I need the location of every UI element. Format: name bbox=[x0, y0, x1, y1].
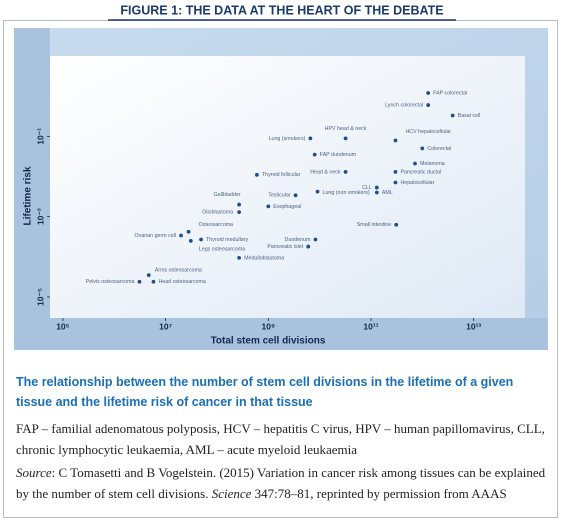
point-label: Gallbladder bbox=[214, 192, 241, 198]
y-axis-band bbox=[14, 28, 50, 318]
point-label: Duodenum bbox=[285, 237, 312, 243]
point bbox=[426, 103, 431, 107]
point-label: Small intestine bbox=[357, 222, 391, 228]
x-axis-band bbox=[14, 318, 548, 350]
point bbox=[179, 233, 183, 238]
point-label: Glioblastoma bbox=[202, 209, 233, 215]
point bbox=[374, 190, 379, 195]
point bbox=[137, 279, 142, 284]
x-axis-title: Total stem cell divisions bbox=[211, 336, 326, 347]
point bbox=[393, 180, 398, 185]
point bbox=[186, 229, 191, 234]
point-label: Lynch colorectal bbox=[385, 102, 423, 108]
caption: The relationship between the number of s… bbox=[16, 375, 514, 409]
point bbox=[306, 244, 311, 249]
point bbox=[312, 152, 317, 157]
point-label: Basal cell bbox=[458, 113, 481, 119]
source-label: Source bbox=[16, 465, 52, 480]
point-label: Lung (non smokers) bbox=[323, 190, 370, 196]
point-label: Head osteosarcoma bbox=[158, 279, 205, 285]
point-label: Arms osteosarcoma bbox=[155, 268, 202, 274]
point-label: Pelvis osteosarcoma bbox=[86, 279, 135, 285]
point bbox=[450, 113, 455, 118]
y-tick-label: 10⁻⁵ bbox=[35, 288, 45, 306]
x-tick-label: 10⁷ bbox=[159, 321, 172, 331]
point-label: Medulloblastoma bbox=[244, 255, 284, 261]
point bbox=[255, 172, 259, 177]
point-label: Legs osteosarcoma bbox=[199, 246, 245, 252]
source-journal: Science bbox=[211, 486, 252, 501]
point bbox=[394, 222, 399, 227]
point bbox=[237, 256, 241, 260]
point-label: FAP colorectal bbox=[433, 90, 467, 96]
y-axis-title: Lifetime risk bbox=[23, 166, 34, 225]
abbreviations: FAP – familial adenomatous polyposis, HC… bbox=[16, 421, 545, 457]
point bbox=[237, 210, 241, 214]
point bbox=[151, 279, 156, 284]
point bbox=[188, 238, 193, 243]
point bbox=[146, 273, 151, 278]
x-tick-label: 10⁵ bbox=[56, 321, 69, 331]
plot-panel bbox=[50, 56, 525, 318]
chart: FIGURE 1: THE DATA AT THE HEART OF THE D… bbox=[14, 3, 548, 350]
point-label: HPV head & neck bbox=[325, 126, 367, 132]
point bbox=[393, 170, 398, 174]
point-label: HCV hepatocellular bbox=[405, 129, 451, 135]
x-tick-label: 10⁹ bbox=[262, 321, 276, 331]
point-label: Melanoma bbox=[420, 161, 445, 167]
point bbox=[426, 91, 431, 95]
point-label: Colorectal bbox=[427, 146, 451, 152]
point-label: AML bbox=[382, 190, 393, 196]
point bbox=[413, 161, 417, 166]
point-label: Head & neck bbox=[310, 169, 341, 175]
y-tick-label: 10⁻³ bbox=[35, 208, 45, 225]
point-label: Hepatocellular bbox=[400, 180, 434, 186]
y-tick-label: 10⁻¹ bbox=[35, 128, 45, 145]
point bbox=[315, 189, 320, 194]
point bbox=[343, 136, 348, 141]
point bbox=[308, 136, 313, 141]
point-label: Ovarian germ cell bbox=[135, 233, 177, 239]
point-label: Thyroid medullary bbox=[206, 237, 248, 243]
point bbox=[237, 202, 241, 207]
point-label: Thyroid follicular bbox=[262, 172, 301, 178]
point bbox=[343, 170, 348, 174]
source-rest: 347:78–81, reprinted by permission from … bbox=[251, 486, 507, 501]
point-label: Testicular bbox=[268, 193, 291, 199]
x-tick-label: 10¹³ bbox=[466, 321, 481, 331]
point-label: Pancreatic islet bbox=[267, 244, 303, 250]
source-text: : C Tomasetti and B Vogelstein. (2015) V… bbox=[16, 465, 546, 501]
point bbox=[293, 193, 298, 198]
point bbox=[393, 138, 398, 143]
point bbox=[313, 237, 318, 242]
source: Source: C Tomasetti and B Vogelstein. (2… bbox=[16, 462, 551, 504]
point-label: Osteosarcoma bbox=[199, 222, 233, 228]
point-label: CLL bbox=[362, 185, 372, 191]
point bbox=[266, 204, 271, 209]
point bbox=[420, 146, 425, 151]
x-tick-label: 10¹¹ bbox=[363, 321, 378, 331]
point bbox=[199, 237, 203, 242]
point bbox=[374, 185, 379, 190]
point-label: Lung (smokers) bbox=[269, 136, 306, 142]
point-label: FAP duodenum bbox=[320, 152, 357, 158]
point-label: Pancreatic ductal bbox=[400, 169, 441, 175]
point-label: Esophageal bbox=[273, 204, 301, 210]
figure-title: FIGURE 1: THE DATA AT THE HEART OF THE D… bbox=[120, 3, 443, 17]
plot-layer: 10⁵ 10⁷ 10⁹ 10¹¹ 10¹³ 10⁻¹ 10⁻³ 10⁻⁵ FAP colorec… bbox=[35, 90, 481, 331]
